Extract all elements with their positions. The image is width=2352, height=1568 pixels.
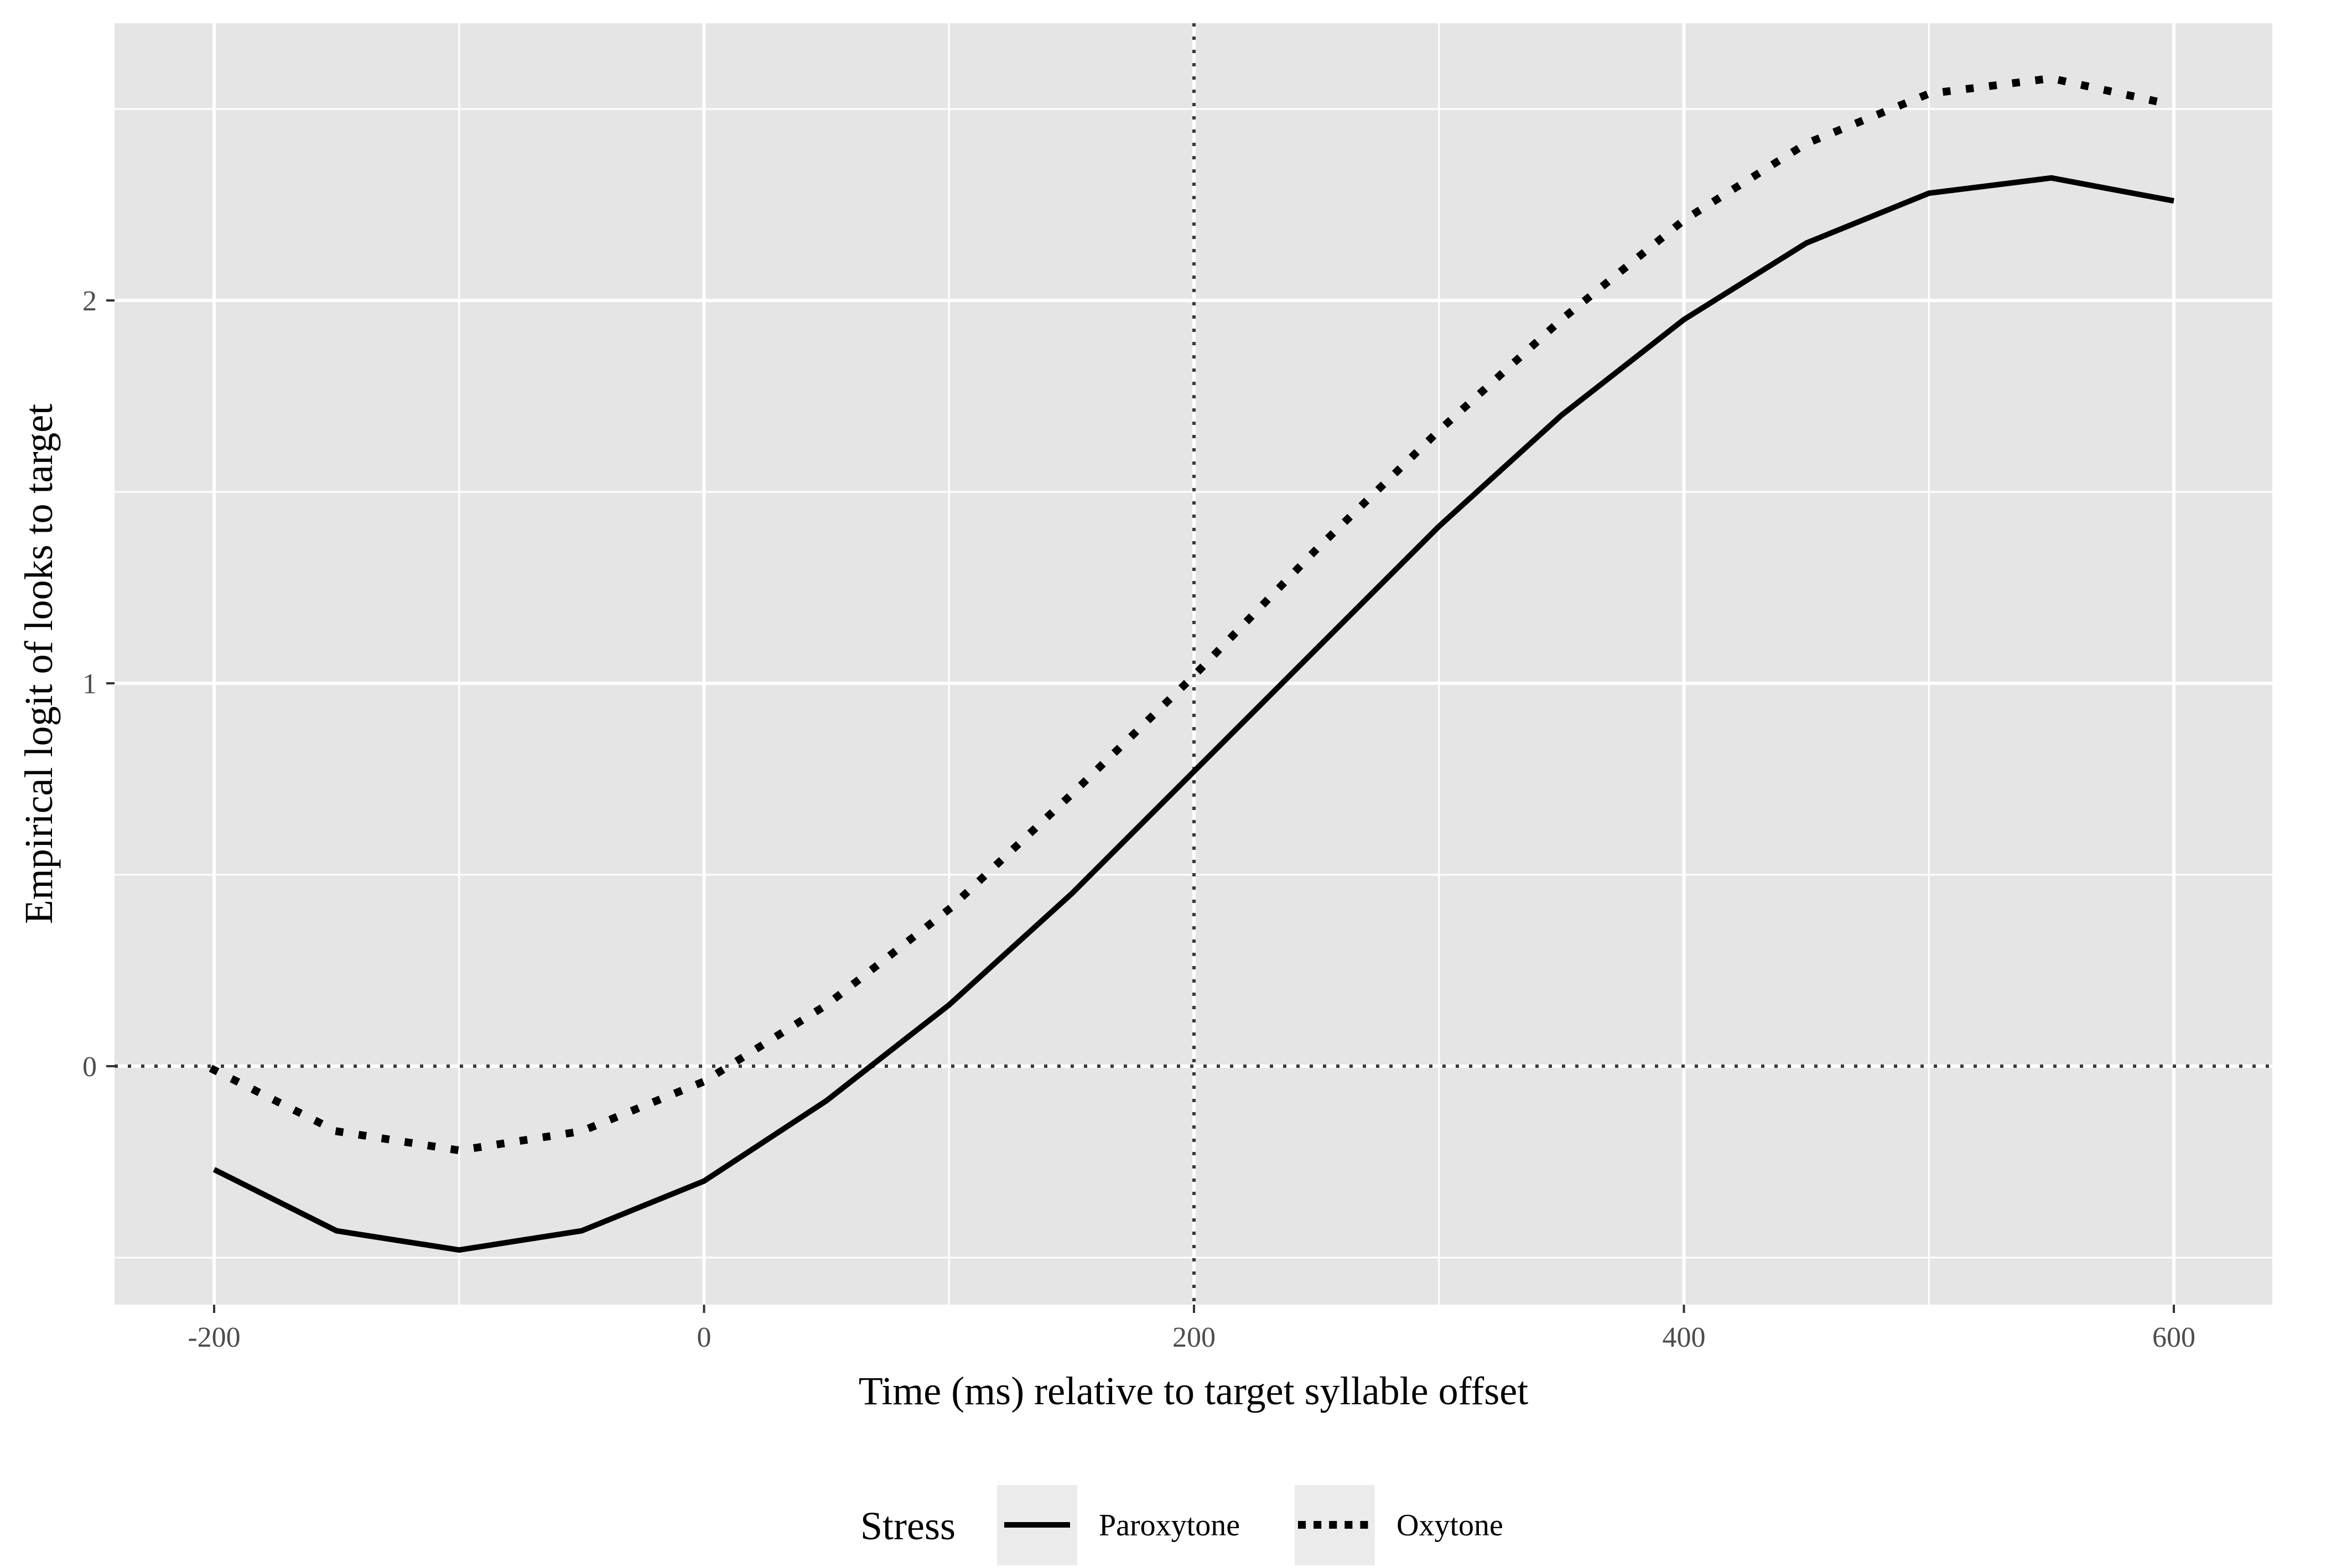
legend-title: Stress bbox=[860, 1504, 956, 1548]
x-tick-label: 400 bbox=[1663, 1322, 1706, 1353]
x-tick-label: 0 bbox=[697, 1322, 712, 1353]
y-tick-label: 1 bbox=[82, 668, 97, 700]
reference-lines bbox=[115, 23, 2272, 1305]
series-layer bbox=[209, 74, 2179, 1253]
legend-label-oxytone: Oxytone bbox=[1396, 1508, 1503, 1543]
x-tick-label: 200 bbox=[1172, 1322, 1216, 1353]
y-axis-title: Empirical logit of looks to target bbox=[17, 404, 61, 925]
x-axis-title: Time (ms) relative to target syllable of… bbox=[859, 1369, 1528, 1413]
y-tick-label: 2 bbox=[82, 285, 97, 317]
x-tick-label: -200 bbox=[188, 1322, 240, 1353]
x-axis: -200 0 200 400 600 bbox=[188, 1305, 2195, 1353]
series-line-paroxytone bbox=[212, 175, 2174, 1253]
y-axis: 0 1 2 bbox=[82, 285, 115, 1083]
y-tick-label: 0 bbox=[82, 1051, 97, 1083]
legend-label-paroxytone: Paroxytone bbox=[1099, 1508, 1240, 1543]
legend: Stress Paroxytone Oxytone bbox=[860, 1485, 1503, 1565]
x-tick-label: 600 bbox=[2152, 1322, 2195, 1353]
major-gridlines bbox=[115, 23, 2272, 1305]
